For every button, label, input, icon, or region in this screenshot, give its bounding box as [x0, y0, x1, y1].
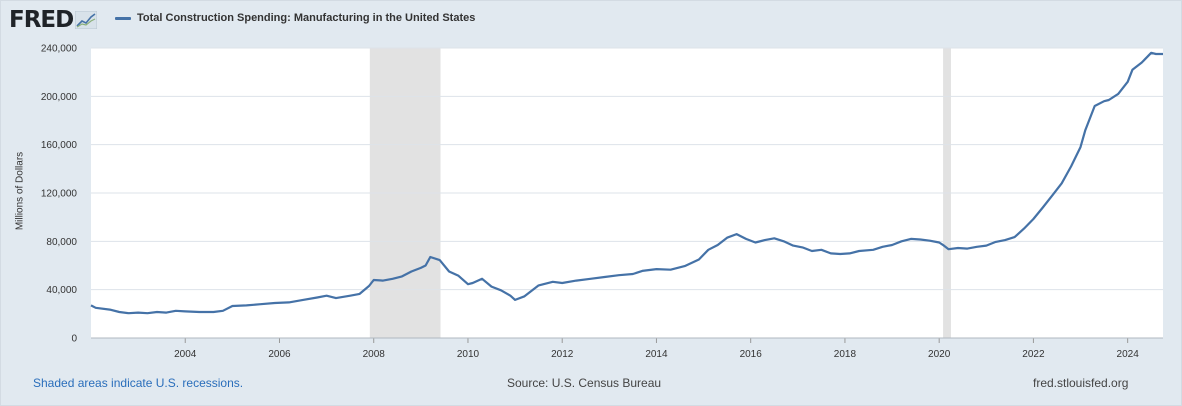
- x-tick-label: 2020: [928, 349, 951, 360]
- y-tick-label: 0: [71, 334, 77, 345]
- x-tick-label: 2012: [551, 349, 574, 360]
- y-tick-label: 80,000: [46, 237, 77, 248]
- x-tick-label: 2016: [740, 349, 763, 360]
- y-tick-label: 120,000: [41, 189, 78, 200]
- x-tick-label: 2006: [268, 349, 291, 360]
- x-tick-label: 2024: [1117, 349, 1140, 360]
- x-tick-label: 2004: [174, 349, 197, 360]
- x-tick-label: 2018: [834, 349, 857, 360]
- trend-graph-icon: [75, 11, 98, 29]
- y-tick-label: 160,000: [41, 140, 78, 151]
- site-link[interactable]: fred.stlouisfed.org: [1033, 376, 1129, 390]
- y-axis-label: Millions of Dollars: [14, 151, 26, 231]
- y-tick-label: 200,000: [41, 92, 78, 103]
- x-tick-label: 2022: [1022, 349, 1045, 360]
- fred-logo-text: FRED: [9, 7, 74, 33]
- x-tick-label: 2008: [363, 349, 386, 360]
- x-tick-label: 2010: [457, 349, 480, 360]
- line-chart: 0 40,000 80,000 120,000 160,000 200,000 240,00…: [41, 44, 1163, 360]
- fred-logo[interactable]: FRED: [9, 7, 98, 33]
- source-text: Source: U.S. Census Bureau: [507, 376, 662, 390]
- legend-series-label: Total Construction Spending: Manufacturi…: [137, 12, 476, 24]
- x-tick-label: 2014: [645, 349, 668, 360]
- legend-swatch: [115, 16, 131, 20]
- y-tick-label: 40,000: [46, 285, 77, 296]
- recession-note: Shaded areas indicate U.S. recessions.: [33, 376, 244, 390]
- y-tick-label: 240,000: [41, 44, 78, 55]
- series-line: [90, 51, 1163, 315]
- chart-legend: Total Construction Spending: Manufacturi…: [115, 12, 475, 24]
